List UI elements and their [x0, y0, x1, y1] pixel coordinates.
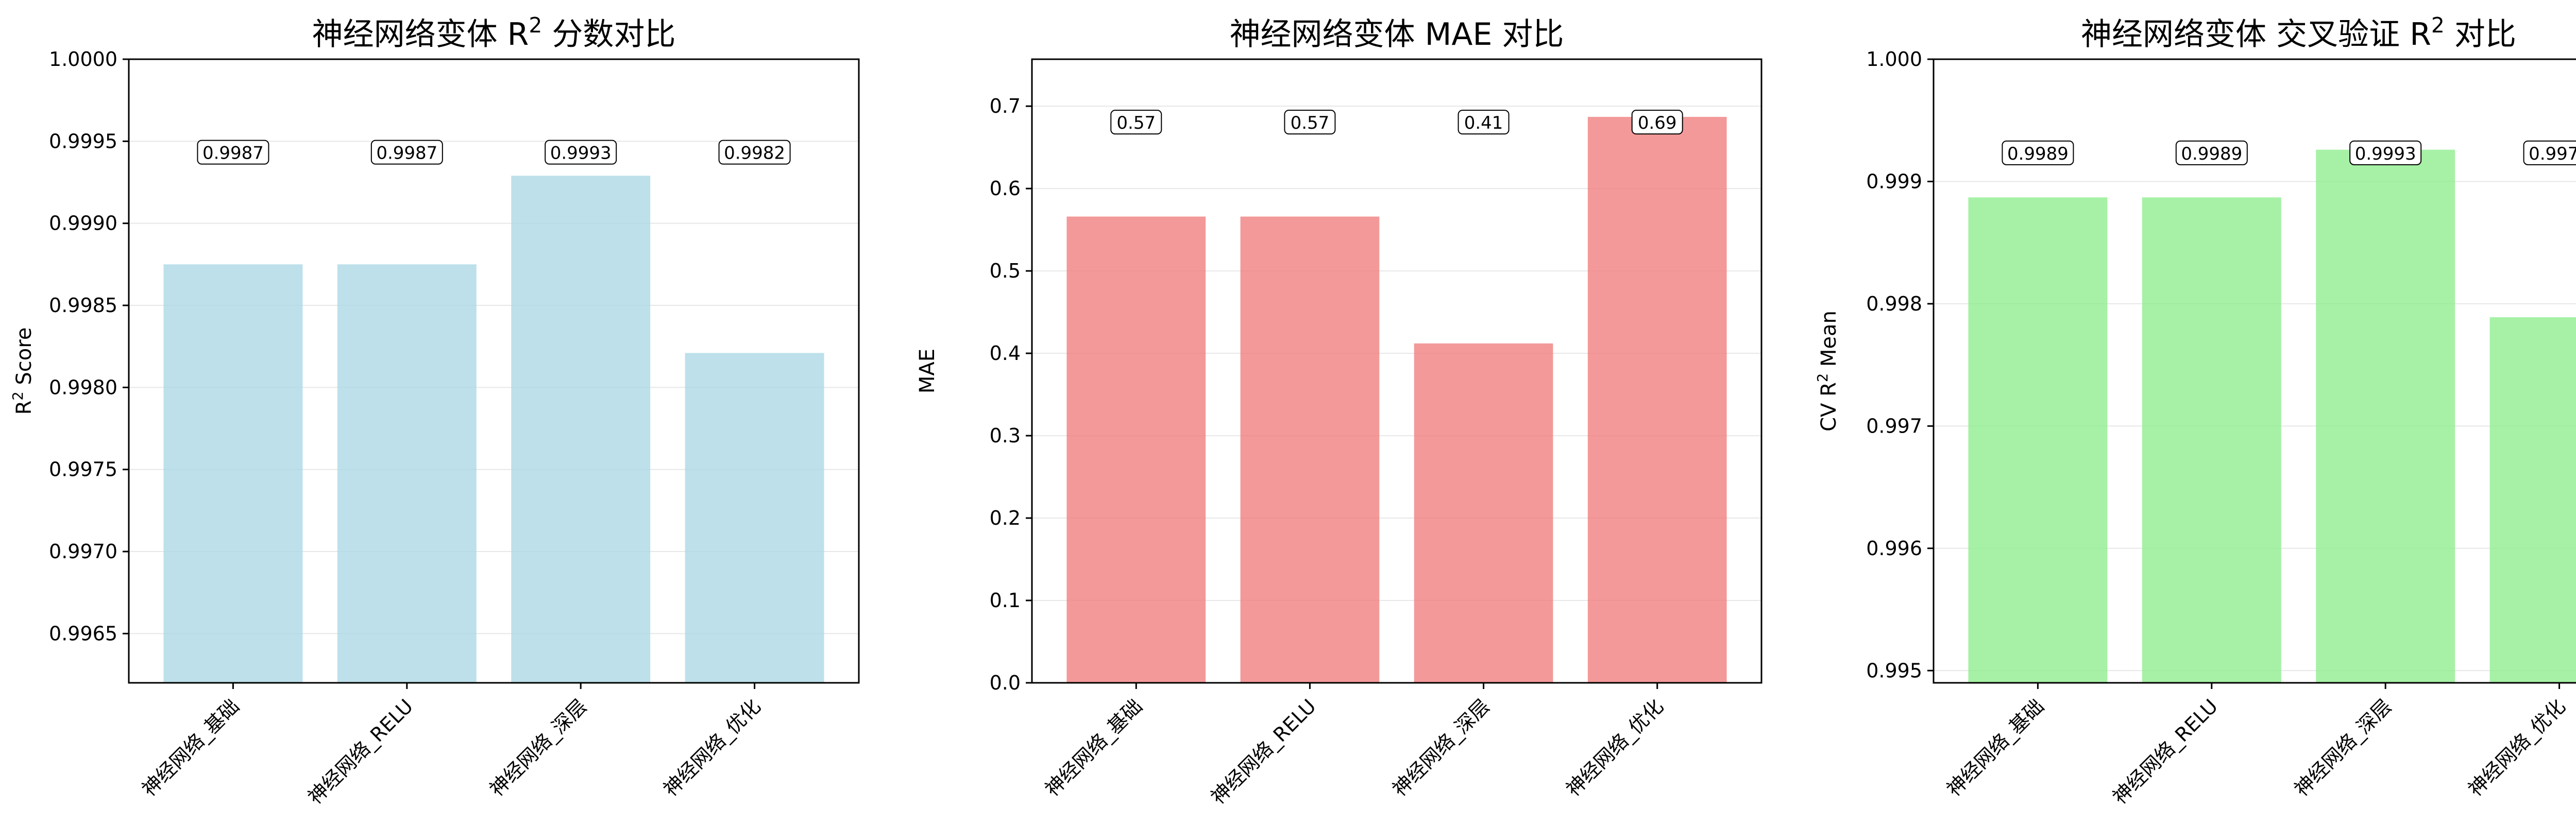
- mae-title: 神经网络变体 MAE 对比: [1230, 16, 1564, 53]
- r2-ytick-label-0: 0.9965: [49, 622, 117, 645]
- mae-bar-0: [1066, 216, 1206, 683]
- mae-data-label-box-2: [1458, 110, 1510, 135]
- mae-data-label-2: 0.41: [1464, 113, 1503, 133]
- cv-r2-ytick-label-4: 0.999: [1866, 170, 1922, 193]
- cv-r2-bar-3: [2489, 317, 2576, 683]
- r2-data-label-2: 0.9993: [550, 143, 612, 164]
- r2-data-label-box-0: [197, 140, 269, 165]
- cv-r2-ytick-label-2: 0.997: [1866, 415, 1922, 437]
- r2-data-label-3: 0.9982: [724, 143, 785, 164]
- r2-bar-1: [337, 264, 477, 683]
- r2-bar-0: [163, 264, 303, 683]
- cv-r2-bar-1: [2142, 197, 2281, 683]
- r2-data-label-1: 0.9987: [376, 143, 437, 164]
- r2-title: 神经网络变体 R2 分数对比: [312, 13, 676, 53]
- cv-r2-data-label-2: 0.9993: [2355, 144, 2416, 164]
- r2-ytick-label-3: 0.9980: [49, 376, 117, 399]
- cv-r2-ytick-label-0: 0.995: [1866, 659, 1922, 682]
- mae-ytick-label-2: 0.2: [990, 507, 1021, 529]
- r2-data-label-0: 0.9987: [202, 143, 264, 164]
- r2-ytick-label-6: 0.9995: [49, 130, 117, 152]
- mae-ytick-label-4: 0.4: [990, 342, 1021, 365]
- cv-r2-bar-2: [2316, 149, 2455, 683]
- mae-ytick-label-1: 0.1: [990, 589, 1021, 612]
- mae-bar-1: [1240, 216, 1380, 683]
- mae-bar-2: [1414, 343, 1553, 683]
- r2-data-label-box-2: [545, 140, 617, 165]
- r2-axes-frame: [128, 58, 860, 684]
- r2-ytick-label-1: 0.9970: [49, 540, 117, 563]
- r2-bar-3: [685, 353, 824, 683]
- r2-ytick-label-4: 0.9985: [49, 294, 117, 317]
- r2-data-label-box-3: [718, 140, 791, 165]
- r2-bar-2: [511, 176, 651, 683]
- mae-ytick-label-7: 0.7: [990, 95, 1021, 117]
- mae-ytick-label-6: 0.6: [990, 177, 1021, 200]
- r2-ylabel: R2 Score: [10, 328, 36, 415]
- cv-r2-data-label-box-3: [2523, 140, 2576, 165]
- mae-data-label-0: 0.57: [1116, 113, 1156, 133]
- chart-cv-r2: 0.9989 0.9989 0.9993 0.9979 0.995 0.996 0.997 0…: [1815, 13, 2576, 808]
- cv-r2-title: 神经网络变体 交叉验证 R2 对比: [2081, 13, 2516, 53]
- mae-ytick-label-0: 0.0: [990, 671, 1021, 694]
- r2-ytick-label-5: 0.9990: [49, 212, 117, 235]
- mae-bar-3: [1587, 116, 1727, 683]
- cv-r2-bar-0: [1968, 197, 2108, 683]
- cv-r2-data-label-box-2: [2349, 140, 2422, 165]
- mae-data-label-box-0: [1110, 110, 1162, 135]
- cv-r2-data-label-1: 0.9989: [2181, 144, 2242, 164]
- mae-data-label-box-3: [1631, 110, 1683, 135]
- mae-data-label-1: 0.57: [1291, 113, 1330, 133]
- cv-r2-data-label-3: 0.9979: [2529, 144, 2576, 164]
- chart-r2-score: 0.9987 0.9987 0.9993 0.9982 0.9965 0.9970 0.99…: [10, 13, 860, 808]
- mae-data-label-3: 0.69: [1638, 113, 1677, 133]
- cv-r2-ylabel: CV R2 Mean: [1815, 311, 1841, 432]
- mae-ytick-label-5: 0.5: [990, 260, 1021, 282]
- r2-ytick-label-2: 0.9975: [49, 458, 117, 481]
- mae-axes-frame: [1031, 58, 1762, 684]
- mae-ytick-label-3: 0.3: [990, 424, 1021, 447]
- cv-r2-data-label-0: 0.9989: [2007, 144, 2069, 164]
- cv-r2-ytick-label-3: 0.998: [1866, 292, 1922, 315]
- chart-mae: 0.57 0.57 0.41 0.69 0.0 0.1 0.2 0.3 0.4 0.5 0.6 0.7…: [916, 16, 1762, 808]
- mae-ylabel: MAE: [916, 349, 939, 393]
- cv-r2-data-label-box-0: [2002, 140, 2074, 165]
- cv-r2-ytick-label-1: 0.996: [1866, 537, 1922, 560]
- cv-r2-ytick-label-5: 1.000: [1866, 48, 1922, 71]
- mae-data-label-box-1: [1284, 110, 1336, 135]
- r2-ytick-label-7: 1.0000: [49, 48, 117, 71]
- cv-r2-data-label-box-1: [2175, 140, 2248, 165]
- cv-r2-axes-frame: [1933, 58, 2576, 684]
- r2-data-label-box-1: [370, 140, 443, 165]
